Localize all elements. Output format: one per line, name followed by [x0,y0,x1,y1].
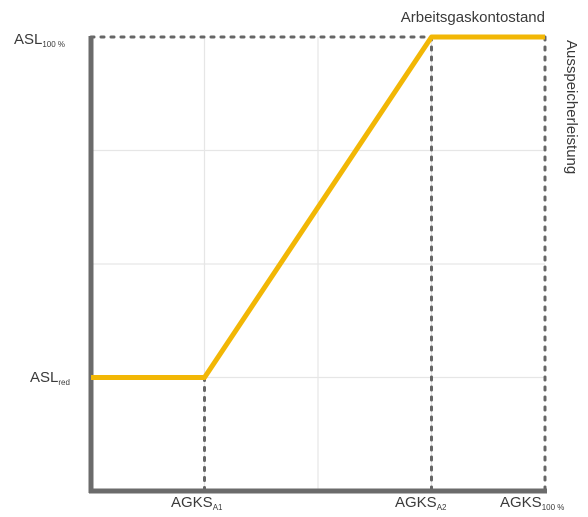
x-tick-label-agks-a1: AGKSA1 [171,494,223,512]
series [91,34,545,380]
y-axis-title: Ausspeicherleistung [563,40,580,174]
y-tick-label-asl-100: ASL100 % [14,31,65,49]
axes [88,36,547,494]
x-tick-label-agks-100: AGKS100 % [500,494,564,512]
grid [91,37,545,491]
x-axis-title: Arbeitsgaskontostand [401,9,545,26]
guide-lines [89,35,547,493]
series-line-1 [91,34,545,380]
x-tick-label-agks-a2: AGKSA2 [395,494,447,512]
y-tick-label-asl-red: ASLred [30,369,70,387]
